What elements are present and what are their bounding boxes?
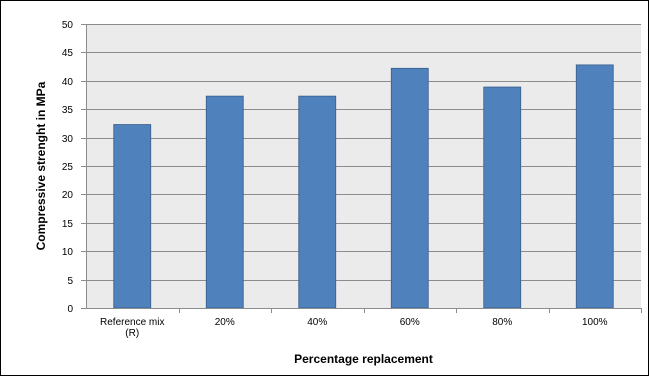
y-tick-label: 45 [62, 48, 74, 59]
bar [483, 86, 522, 309]
y-tick-label: 25 [62, 162, 74, 173]
y-axis-title: Compressive strenght in MPa [34, 81, 48, 250]
bars [113, 64, 614, 309]
y-tick-label: 5 [67, 276, 73, 287]
y-tick-label: 0 [67, 304, 73, 315]
x-tick-label: 20% [215, 317, 235, 328]
y-tick-label: 10 [62, 247, 74, 258]
y-tick-labels: 0 5 10 15 20 25 30 35 40 45 50 [62, 20, 74, 315]
x-tick-label: 40% [307, 317, 327, 328]
x-tick-label: Reference mix (R) [100, 317, 164, 339]
x-axis-title: Percentage replacement [294, 352, 433, 366]
x-tick-labels: Reference mix (R) 20% 40% 60% 80% 100% [100, 317, 608, 339]
y-tick-label: 50 [62, 20, 74, 31]
bar [298, 95, 337, 309]
bar [205, 95, 244, 309]
y-tick-label: 35 [62, 105, 74, 116]
y-tick-label: 20 [62, 190, 74, 201]
x-tick-label: 80% [492, 317, 512, 328]
bar [390, 67, 429, 309]
bar [575, 64, 614, 309]
axes [81, 24, 642, 313]
bar [113, 124, 152, 309]
gridlines [86, 24, 641, 281]
y-tick-label: 30 [62, 134, 74, 145]
y-tick-label: 15 [62, 219, 74, 230]
x-tick-label: 100% [582, 317, 608, 328]
y-tick-label: 40 [62, 77, 74, 88]
x-tick-label: 60% [400, 317, 420, 328]
